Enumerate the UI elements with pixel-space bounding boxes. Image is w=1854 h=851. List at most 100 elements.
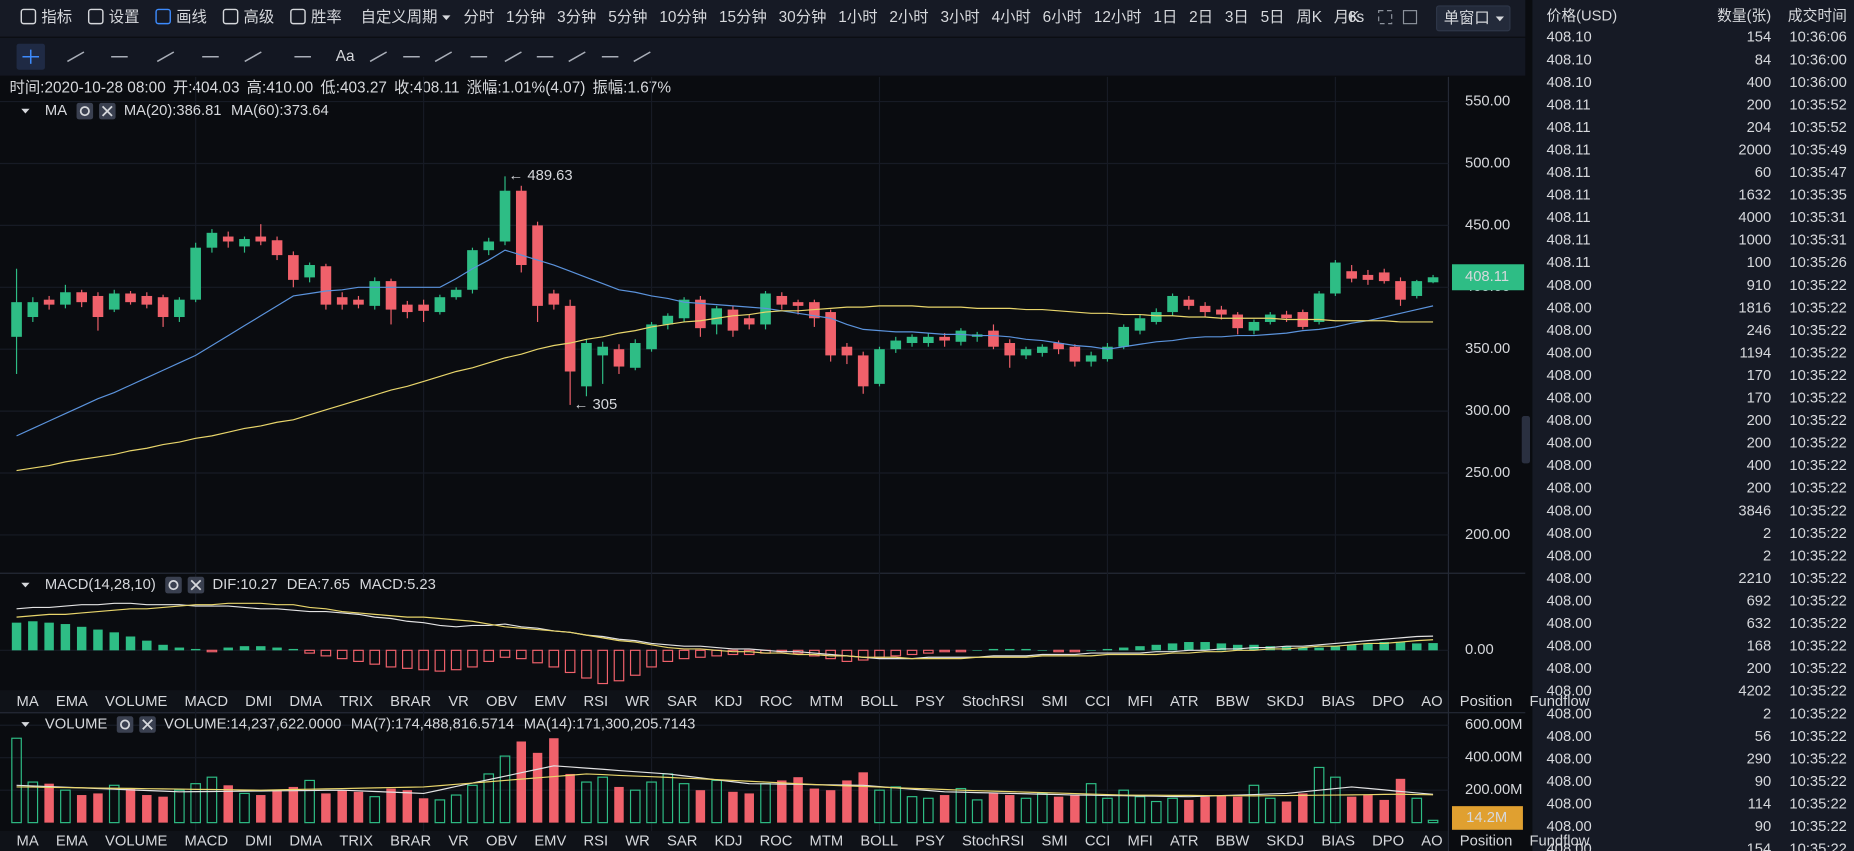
tool-button[interactable]: 指标 [41,8,72,26]
collapse-caret[interactable] [21,108,30,114]
indicator-tab[interactable]: RSI [583,694,608,710]
indicator-tab[interactable]: MTM [810,833,844,849]
indicator-tab[interactable]: DMA [289,694,322,710]
indicator-tab[interactable]: AO [1421,833,1442,849]
indicator-tab[interactable]: MACD [185,694,228,710]
period-button[interactable]: 4小时 [992,8,1031,26]
indicator-tab[interactable]: ATR [1170,694,1198,710]
refresh-interval[interactable]: 6s [1348,9,1365,26]
period-button[interactable]: 10分钟 [659,8,707,26]
period-menu[interactable]: 自定义周期 [361,8,438,26]
indicator-tab[interactable]: BOLL [860,833,898,849]
indicator-tab[interactable]: MA [17,833,39,849]
period-button[interactable]: 5日 [1261,9,1285,26]
indicator-tab[interactable]: ROC [760,694,793,710]
indicator-tab[interactable]: OBV [486,833,517,849]
indicator-tab[interactable]: CCI [1085,694,1110,710]
indicator-tab[interactable]: WR [625,833,650,849]
indicator-tab[interactable]: EMA [56,833,88,849]
indicator-tab[interactable]: BBW [1216,833,1250,849]
indicator-tab[interactable]: DPO [1372,694,1404,710]
settings-icon[interactable] [76,102,94,120]
indicator-tab[interactable]: BBW [1216,694,1250,710]
draw-tool-icon[interactable] [67,51,85,63]
fullscreen-icon[interactable] [1378,10,1393,25]
period-button[interactable]: 周K [1296,9,1322,26]
indicator-tab[interactable]: KDJ [715,833,743,849]
indicator-tab[interactable]: Position [1460,833,1513,849]
draw-tool-icon[interactable] [568,51,586,63]
indicator-tab[interactable]: DMI [245,833,272,849]
indicator-tab[interactable]: TRIX [339,694,373,710]
font-button[interactable]: Aa [336,48,355,65]
draw-tool-icon[interactable] [244,51,262,63]
window-menu[interactable]: 单窗口 [1444,9,1490,27]
period-button[interactable]: 1小时 [838,8,877,26]
indicator-tab[interactable]: Fundflow [1529,694,1589,710]
period-button[interactable]: 1日 [1153,9,1177,26]
indicator-tab[interactable]: MACD [185,833,228,849]
period-button[interactable]: 5分钟 [608,8,647,26]
indicator-tab[interactable]: TRIX [339,833,373,849]
draw-tool-icon[interactable] [156,51,175,63]
collapse-handle[interactable] [1521,416,1531,464]
period-button[interactable]: 12小时 [1094,8,1142,26]
tool-button[interactable]: 画线 [176,8,207,26]
draw-tool-icon[interactable] [434,51,453,63]
indicator-tab[interactable]: DMA [289,833,322,849]
tool-button[interactable]: 胜率 [311,8,342,26]
settings-icon[interactable] [165,576,182,594]
collapse-caret[interactable] [21,582,30,588]
period-button[interactable]: 6小时 [1043,8,1082,26]
draw-tool-icon[interactable] [504,51,522,63]
indicator-tab[interactable]: DMI [245,694,272,710]
indicator-tab[interactable]: VR [448,833,469,849]
indicator-tab[interactable]: BRAR [390,833,431,849]
indicator-tab[interactable]: CCI [1085,833,1110,849]
indicator-tab[interactable]: SAR [667,694,697,710]
indicator-tab[interactable]: Fundflow [1529,833,1589,849]
indicator-tab[interactable]: EMA [56,694,88,710]
tool-button[interactable]: 设置 [109,8,140,26]
period-button[interactable]: 月K [1334,9,1360,26]
indicator-tab[interactable]: StochRSI [962,833,1024,849]
indicator-tab[interactable]: SAR [667,833,697,849]
indicator-tab[interactable]: MTM [810,694,844,710]
indicator-tab[interactable]: DPO [1372,833,1404,849]
indicator-tab[interactable]: SMI [1041,833,1067,849]
indicator-tab[interactable]: PSY [915,694,945,710]
indicator-tab[interactable]: VOLUME [105,833,168,849]
indicator-tab[interactable]: OBV [486,694,517,710]
indicator-tab[interactable]: KDJ [715,694,743,710]
period-button[interactable]: 3日 [1225,9,1249,26]
collapse-caret[interactable] [21,722,30,727]
period-button[interactable]: 1分钟 [506,8,545,26]
indicator-tab[interactable]: PSY [915,833,945,849]
period-button[interactable]: 3小时 [940,8,979,26]
period-button[interactable]: 15分钟 [719,8,767,26]
indicator-tab[interactable]: VR [448,694,469,710]
indicator-tab[interactable]: RSI [583,833,608,849]
period-button[interactable]: 2小时 [889,8,928,26]
indicator-tab[interactable]: BRAR [390,694,431,710]
indicator-tab[interactable]: AO [1421,694,1442,710]
indicator-tab[interactable]: SKDJ [1266,833,1304,849]
indicator-tab[interactable]: Position [1460,694,1513,710]
indicator-tab[interactable]: MFI [1127,833,1152,849]
period-button[interactable]: 30分钟 [779,8,827,26]
indicator-tab[interactable]: MFI [1127,694,1152,710]
indicator-tab[interactable]: WR [625,694,650,710]
indicator-tab[interactable]: BIAS [1321,833,1355,849]
period-button[interactable]: 分时 [464,8,495,26]
tool-button[interactable]: 高级 [244,8,275,26]
window-menu-box[interactable] [1436,5,1511,32]
indicator-tab[interactable]: StochRSI [962,694,1024,710]
indicator-tab[interactable]: BIAS [1321,694,1355,710]
period-button[interactable]: 3分钟 [557,8,596,26]
settings-icon[interactable] [116,716,134,733]
period-button[interactable]: 2日 [1189,9,1213,26]
indicator-tab[interactable]: MA [17,694,39,710]
indicator-tab[interactable]: EMV [534,833,566,849]
indicator-tab[interactable]: ROC [760,833,793,849]
indicator-tab[interactable]: SMI [1041,694,1067,710]
